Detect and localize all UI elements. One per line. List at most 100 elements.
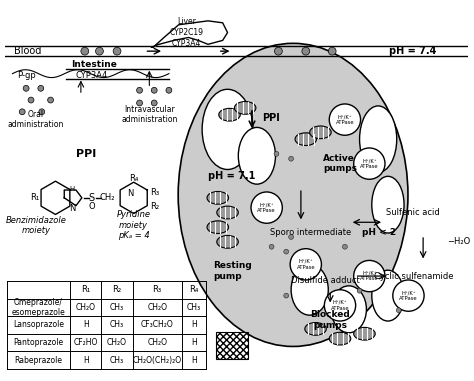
Circle shape [357,288,362,293]
Circle shape [113,47,121,55]
Ellipse shape [372,270,404,321]
Text: Cyclic sulfenamide: Cyclic sulfenamide [374,272,453,280]
Ellipse shape [310,126,331,139]
Circle shape [23,85,29,91]
Ellipse shape [235,101,256,114]
Ellipse shape [219,108,240,121]
Circle shape [48,97,54,103]
Circle shape [28,97,34,103]
Ellipse shape [291,264,328,315]
Text: CH₂O(CH₂)₂O: CH₂O(CH₂)₂O [133,355,182,365]
Text: PPI: PPI [76,149,96,159]
Text: Omeprazole/
esomeprazole: Omeprazole/ esomeprazole [11,298,65,317]
Circle shape [396,308,401,313]
Circle shape [329,104,361,135]
Text: CH₂O: CH₂O [76,303,96,312]
Circle shape [274,151,279,156]
Text: CF₃CH₂O: CF₃CH₂O [141,320,173,330]
Text: pH = 7.1: pH = 7.1 [208,171,255,181]
Ellipse shape [207,221,228,234]
Text: Pantoprazole: Pantoprazole [13,338,64,347]
Text: CH₂O: CH₂O [147,303,167,312]
Circle shape [354,148,385,179]
Text: Rabeprazole: Rabeprazole [14,355,63,365]
Text: H⁺/K⁺
ATPase: H⁺/K⁺ ATPase [360,158,379,169]
Bar [216,332,248,359]
Text: H⁺/K⁺
ATPase: H⁺/K⁺ ATPase [360,271,379,282]
Text: −H₂O: −H₂O [447,237,471,247]
Ellipse shape [295,133,317,146]
Circle shape [151,100,157,106]
Polygon shape [151,21,228,47]
Text: P-gp: P-gp [18,71,36,80]
Text: O: O [88,202,95,211]
Text: H: H [191,338,197,347]
Text: CH₂: CH₂ [100,193,115,202]
Circle shape [166,87,172,93]
Circle shape [38,85,44,91]
Text: pH = 7.4: pH = 7.4 [389,46,436,56]
Circle shape [284,249,289,254]
Text: CH₂O: CH₂O [147,338,167,347]
Text: H⁺/K⁺
ATPase: H⁺/K⁺ ATPase [296,259,315,270]
Text: H⁺/K⁺
ATPase: H⁺/K⁺ ATPase [336,114,354,125]
Ellipse shape [217,235,238,248]
Ellipse shape [178,43,408,346]
Ellipse shape [202,89,253,170]
Ellipse shape [360,106,397,173]
Ellipse shape [238,127,275,184]
Text: Liver
CYP2C19
CYP3A4: Liver CYP2C19 CYP3A4 [170,17,203,48]
Ellipse shape [372,176,404,233]
Text: H: H [83,320,89,330]
Text: Intestine: Intestine [71,60,117,69]
Ellipse shape [217,206,238,219]
Circle shape [284,293,289,298]
Text: CH₂O: CH₂O [107,338,127,347]
Text: H: H [191,320,197,330]
Ellipse shape [329,332,351,345]
Text: CF₂HO: CF₂HO [73,338,98,347]
Circle shape [393,280,424,311]
Text: Blood: Blood [14,46,42,56]
Circle shape [274,47,283,55]
Text: PPI: PPI [262,113,280,123]
Text: N: N [128,189,134,199]
Text: Resting
pump: Resting pump [213,261,252,281]
Text: R₄: R₄ [129,174,138,183]
Text: R₃: R₃ [150,189,159,197]
Circle shape [96,47,103,55]
Text: Intravascular
administration: Intravascular administration [121,105,178,125]
Circle shape [137,100,143,106]
Text: Sporo intermediate: Sporo intermediate [270,227,351,237]
Ellipse shape [305,322,326,335]
Text: R₁: R₁ [81,285,91,294]
Text: CH₃: CH₃ [110,320,124,330]
Circle shape [302,47,310,55]
Text: N: N [69,204,75,213]
Text: R₄: R₄ [189,285,199,294]
Circle shape [289,156,293,161]
Text: CYP3A4: CYP3A4 [76,71,108,80]
Circle shape [290,249,321,280]
Text: Lansoprazole: Lansoprazole [13,320,64,330]
Text: CH₃: CH₃ [110,303,124,312]
Circle shape [342,244,347,249]
Circle shape [324,290,356,321]
Text: Active
pumps: Active pumps [323,154,357,173]
Text: pH < 2: pH < 2 [362,227,396,237]
Text: Oral
administration: Oral administration [8,110,64,129]
Text: R₂: R₂ [150,202,159,211]
Circle shape [39,109,45,115]
Circle shape [269,244,274,249]
Text: CH₃: CH₃ [187,303,201,312]
Circle shape [289,234,293,239]
Circle shape [19,109,25,115]
Ellipse shape [331,286,366,333]
Text: H: H [70,186,75,192]
Ellipse shape [207,192,228,204]
Text: S: S [89,193,95,203]
Text: Disulfide adduct: Disulfide adduct [291,277,360,285]
Circle shape [354,261,385,292]
Text: Sulfenic acid: Sulfenic acid [386,208,440,217]
Text: R₂: R₂ [112,285,122,294]
